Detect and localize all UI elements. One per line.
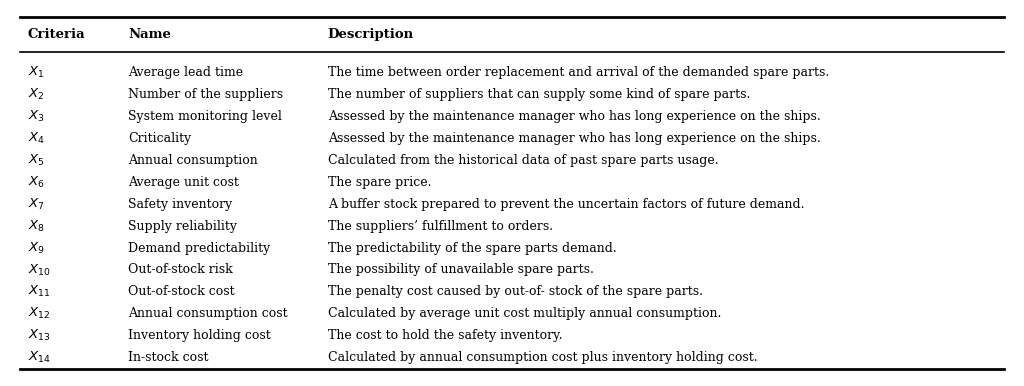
Text: Demand predictability: Demand predictability: [128, 242, 270, 255]
Text: $X_5$: $X_5$: [28, 153, 44, 168]
Text: The possibility of unavailable spare parts.: The possibility of unavailable spare par…: [328, 264, 594, 276]
Text: The predictability of the spare parts demand.: The predictability of the spare parts de…: [328, 242, 616, 255]
Text: $X_6$: $X_6$: [28, 175, 45, 190]
Text: Criticality: Criticality: [128, 132, 191, 145]
Text: $X_2$: $X_2$: [28, 87, 44, 102]
Text: Out-of-stock risk: Out-of-stock risk: [128, 264, 232, 276]
Text: Calculated by annual consumption cost plus inventory holding cost.: Calculated by annual consumption cost pl…: [328, 351, 758, 364]
Text: Criteria: Criteria: [28, 28, 85, 41]
Text: $X_8$: $X_8$: [28, 218, 45, 234]
Text: System monitoring level: System monitoring level: [128, 110, 282, 123]
Text: Calculated from the historical data of past spare parts usage.: Calculated from the historical data of p…: [328, 154, 718, 167]
Text: The cost to hold the safety inventory.: The cost to hold the safety inventory.: [328, 329, 562, 342]
Text: Annual consumption cost: Annual consumption cost: [128, 307, 288, 320]
Text: Calculated by average unit cost multiply annual consumption.: Calculated by average unit cost multiply…: [328, 307, 721, 320]
Text: Inventory holding cost: Inventory holding cost: [128, 329, 270, 342]
Text: A buffer stock prepared to prevent the uncertain factors of future demand.: A buffer stock prepared to prevent the u…: [328, 198, 804, 211]
Text: Description: Description: [328, 28, 414, 41]
Text: $X_{11}$: $X_{11}$: [28, 284, 50, 300]
Text: $X_{10}$: $X_{10}$: [28, 262, 50, 278]
Text: $X_9$: $X_9$: [28, 240, 45, 256]
Text: Supply reliability: Supply reliability: [128, 220, 237, 233]
Text: The spare price.: The spare price.: [328, 176, 431, 189]
Text: Assessed by the maintenance manager who has long experience on the ships.: Assessed by the maintenance manager who …: [328, 110, 820, 123]
Text: Average unit cost: Average unit cost: [128, 176, 239, 189]
Text: $X_1$: $X_1$: [28, 65, 44, 80]
Text: In-stock cost: In-stock cost: [128, 351, 209, 364]
Text: Safety inventory: Safety inventory: [128, 198, 232, 211]
Text: $X_{12}$: $X_{12}$: [28, 306, 50, 322]
Text: The penalty cost caused by out-of- stock of the spare parts.: The penalty cost caused by out-of- stock…: [328, 285, 702, 298]
Text: Out-of-stock cost: Out-of-stock cost: [128, 285, 234, 298]
Text: The suppliers’ fulfillment to orders.: The suppliers’ fulfillment to orders.: [328, 220, 553, 233]
Text: $X_{13}$: $X_{13}$: [28, 328, 50, 343]
Text: Name: Name: [128, 28, 171, 41]
Text: Annual consumption: Annual consumption: [128, 154, 258, 167]
Text: $X_7$: $X_7$: [28, 197, 44, 212]
Text: The time between order replacement and arrival of the demanded spare parts.: The time between order replacement and a…: [328, 66, 829, 79]
Text: $X_{14}$: $X_{14}$: [28, 350, 50, 365]
Text: $X_3$: $X_3$: [28, 109, 44, 124]
Text: $X_4$: $X_4$: [28, 131, 45, 146]
Text: The number of suppliers that can supply some kind of spare parts.: The number of suppliers that can supply …: [328, 88, 750, 101]
Text: Average lead time: Average lead time: [128, 66, 243, 79]
Text: Number of the suppliers: Number of the suppliers: [128, 88, 283, 101]
Text: Assessed by the maintenance manager who has long experience on the ships.: Assessed by the maintenance manager who …: [328, 132, 820, 145]
